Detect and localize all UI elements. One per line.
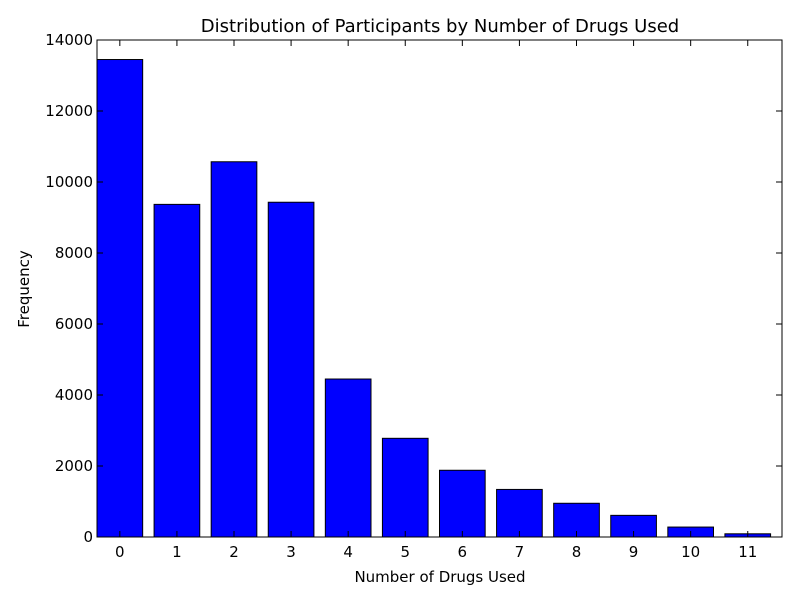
x-tick-label-5: 5 bbox=[400, 543, 410, 561]
chart-title: Distribution of Participants by Number o… bbox=[201, 16, 679, 37]
x-axis-label: Number of Drugs Used bbox=[354, 568, 525, 586]
x-tick-label-7: 7 bbox=[515, 543, 525, 561]
bar-0 bbox=[96, 59, 144, 538]
bars-group bbox=[96, 59, 772, 538]
bar-5 bbox=[381, 437, 429, 538]
bar-7 bbox=[496, 488, 543, 538]
y-tick-label-6000: 6000 bbox=[55, 315, 93, 333]
plot-frame bbox=[96, 39, 783, 538]
bar-2 bbox=[210, 161, 258, 538]
y-tick-label-10000: 10000 bbox=[45, 173, 93, 191]
y-tick-label-2000: 2000 bbox=[55, 457, 93, 475]
x-tick-label-0: 0 bbox=[115, 543, 125, 561]
bar-6 bbox=[439, 469, 486, 538]
x-tick-label-10: 10 bbox=[681, 543, 700, 561]
bar-3 bbox=[267, 201, 315, 538]
x-tick-label-3: 3 bbox=[286, 543, 296, 561]
x-tick-label-9: 9 bbox=[629, 543, 639, 561]
x-tick-label-1: 1 bbox=[172, 543, 182, 561]
x-tick-label-4: 4 bbox=[343, 543, 353, 561]
bar-1 bbox=[153, 203, 201, 538]
y-tick-label-0: 0 bbox=[83, 528, 93, 546]
y-tick-label-14000: 14000 bbox=[45, 31, 93, 49]
x-tick-label-2: 2 bbox=[229, 543, 239, 561]
y-tick-label-12000: 12000 bbox=[45, 102, 93, 120]
ticks-group: 0 1 2 3 4 5 6 7 8 9 10 11 0 2000 4000 6000 8000 10000 1200… bbox=[45, 31, 782, 561]
x-tick-label-8: 8 bbox=[572, 543, 582, 561]
x-tick-label-6: 6 bbox=[458, 543, 468, 561]
y-tick-label-8000: 8000 bbox=[55, 244, 93, 262]
bar-4 bbox=[324, 378, 372, 538]
y-tick-label-4000: 4000 bbox=[55, 386, 93, 404]
x-tick-label-11: 11 bbox=[738, 543, 757, 561]
y-axis-label: Frequency bbox=[15, 250, 33, 328]
